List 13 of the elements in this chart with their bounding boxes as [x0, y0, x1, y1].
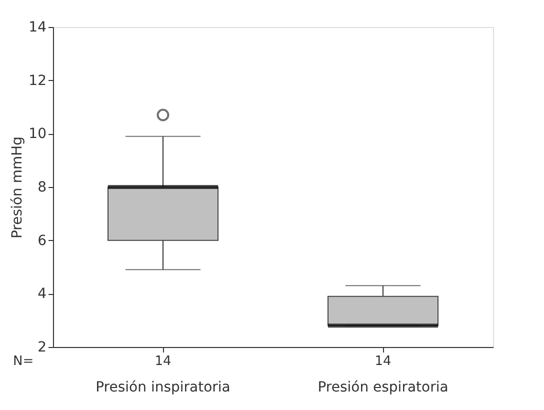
y-axis-title: Presión mmHg: [10, 136, 26, 239]
text: 14: [374, 354, 392, 369]
y-tick-label: 6: [38, 232, 47, 249]
x-tick-label: Presión espiratoria: [318, 380, 448, 396]
x-tick-label: Presión inspiratoria: [96, 380, 230, 396]
y-tick-label: 10: [28, 126, 46, 142]
text: N=: [13, 354, 34, 369]
y-tick-label: 12: [28, 72, 46, 89]
y-tick-label: 4: [38, 286, 47, 302]
y-tick-label: 2: [38, 340, 46, 356]
y-tick-label: 14: [28, 20, 47, 36]
text: 14: [154, 354, 172, 369]
y-tick-label: 8: [38, 180, 46, 196]
